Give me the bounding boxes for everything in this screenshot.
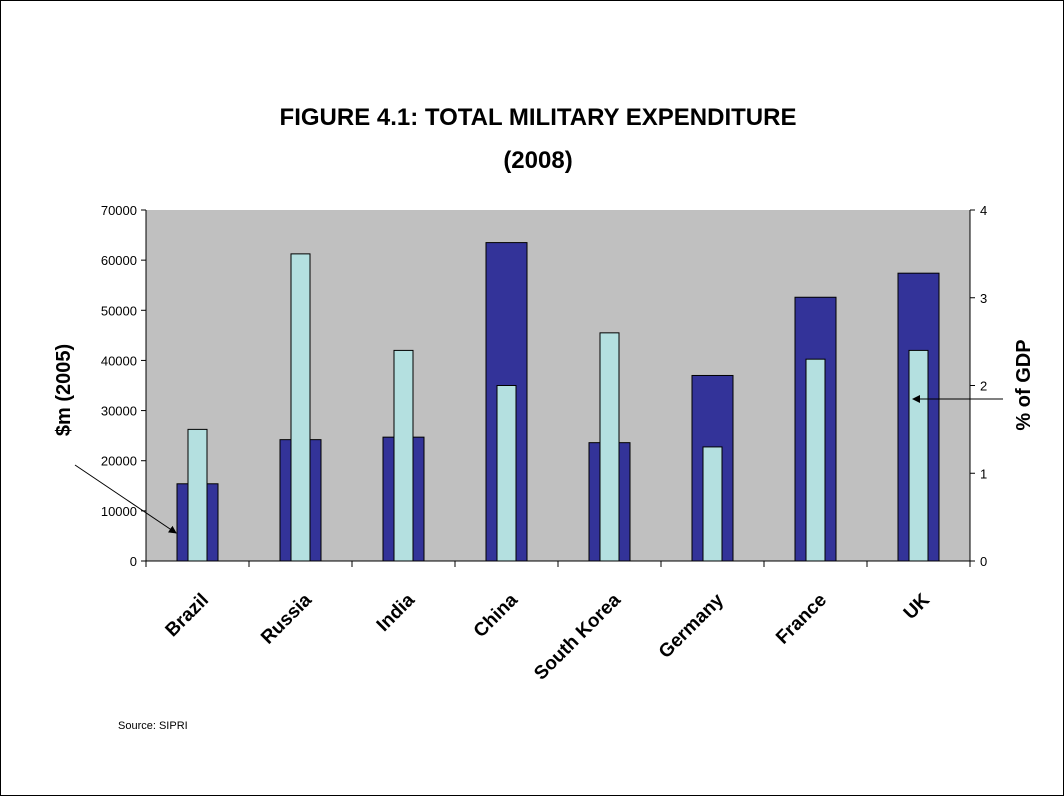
chart-title: FIGURE 4.1: TOTAL MILITARY EXPENDITURE: [280, 104, 797, 131]
left-tick-label: 50000: [101, 303, 137, 318]
left-tick-label: 20000: [101, 454, 137, 469]
x-axis-ticks: [145, 561, 971, 567]
y-axis-title-left: $m (2005): [53, 344, 75, 436]
right-tick-label: 0: [980, 554, 987, 569]
category-labels: Brazil Russia India China South Korea Germany…: [162, 589, 935, 684]
category-label: Germany: [655, 589, 728, 662]
bar-gdp-share: [187, 428, 208, 562]
left-tick-label: 30000: [101, 404, 137, 419]
source-note: Source: SIPRI: [118, 720, 188, 732]
category-label: Russia: [257, 589, 316, 648]
bar-gdp-share: [290, 253, 311, 562]
bar-gdp-share: [702, 446, 723, 562]
category-label: France: [772, 590, 831, 649]
right-tick-label: 4: [980, 203, 987, 218]
right-tick-label: 1: [980, 466, 987, 481]
category-label: India: [373, 589, 420, 636]
left-tick-label: 0: [130, 554, 137, 569]
right-tick-label: 2: [980, 379, 987, 394]
left-tick-label: 10000: [101, 504, 137, 519]
category-label: Brazil: [162, 590, 213, 641]
chart-subtitle: (2008): [503, 147, 572, 174]
category-label: China: [470, 589, 522, 641]
bar-gdp-share: [908, 349, 929, 562]
bar-gdp-share: [805, 358, 826, 562]
category-label: UK: [900, 589, 934, 623]
right-tick-label: 3: [980, 291, 987, 306]
category-label: South Korea: [530, 589, 625, 684]
bar-gdp-share: [393, 349, 414, 562]
left-tick-label: 60000: [101, 253, 137, 268]
left-tick-label: 70000: [101, 203, 137, 218]
bar-gdp-share: [599, 332, 620, 562]
y-axis-title-right: % of GDP: [1013, 339, 1035, 430]
plot-area: [146, 210, 970, 561]
left-annotation-arrow: [74, 464, 177, 534]
left-axis-ticks: 0 10000 20000 30000 40000 50000 60000 70000: [101, 203, 146, 569]
right-bars: [187, 253, 929, 562]
right-axis-ticks: 0 1 2 3 4: [970, 203, 987, 569]
left-tick-label: 40000: [101, 353, 137, 368]
bar-gdp-share: [496, 385, 517, 562]
